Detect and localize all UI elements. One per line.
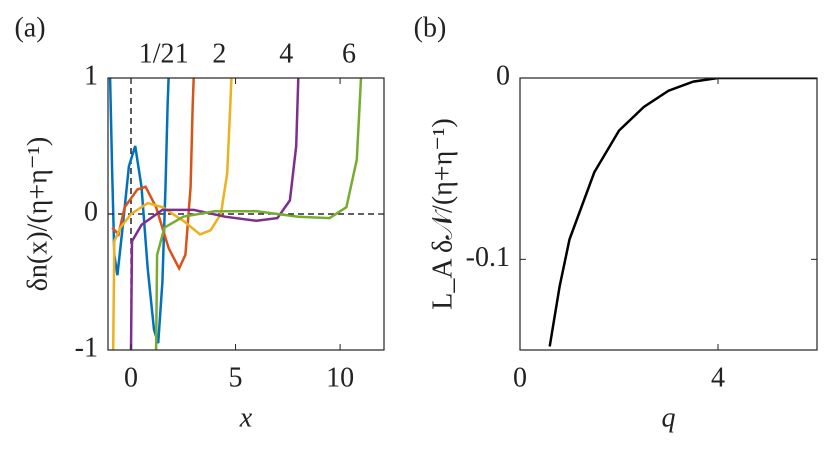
- data-line: [154, 78, 363, 350]
- x-tick-label: 10: [326, 362, 354, 393]
- axes-box: [519, 77, 818, 351]
- x-axis-label: q: [662, 402, 676, 433]
- x-tick-label: 0: [513, 362, 527, 393]
- x-tick-label: 5: [229, 362, 243, 393]
- curve-label: 6: [342, 38, 356, 69]
- x-tick-label: 0: [124, 362, 138, 393]
- y-tick-label: 0: [84, 196, 98, 227]
- data-line: [111, 78, 233, 350]
- data-line: [129, 78, 300, 350]
- curve-label: 1/2: [139, 38, 175, 69]
- curve-label: 2: [212, 38, 226, 69]
- y-tick-label: -1: [75, 332, 98, 363]
- y-tick-label: -0.1: [466, 242, 510, 273]
- curve-label: 4: [279, 38, 293, 69]
- plot-area: [548, 78, 817, 347]
- y-tick-label: 1: [84, 60, 98, 91]
- data-line: [111, 78, 195, 272]
- panel-label: (a): [14, 12, 45, 43]
- x-axis-label: x: [239, 402, 253, 433]
- curve-label: 1: [175, 38, 189, 69]
- panel-label: (b): [414, 12, 447, 43]
- x-tick-label: 4: [711, 362, 725, 393]
- y-axis-label: δn(x)/(η+η⁻¹): [22, 137, 53, 292]
- plot-area: [108, 78, 384, 350]
- y-axis-label: L_A δ𝒩/(η+η⁻¹): [427, 118, 458, 309]
- data-line: [548, 78, 817, 347]
- y-tick-label: 0: [496, 60, 510, 91]
